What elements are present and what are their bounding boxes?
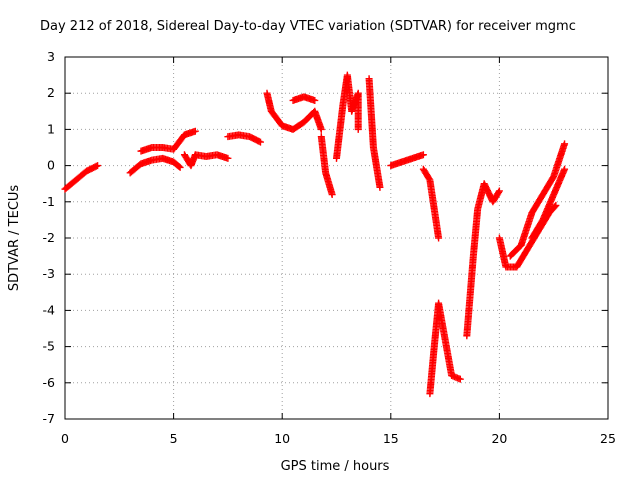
data-point [328, 191, 336, 199]
y-tick-label: -2 [43, 230, 55, 245]
data-series [61, 71, 569, 398]
data-point [495, 188, 503, 196]
y-tick-label: 2 [47, 85, 55, 100]
y-tick-label: 1 [47, 121, 55, 136]
y-tick-label: -7 [43, 411, 55, 426]
y-tick-label: -5 [43, 339, 55, 354]
data-point [552, 201, 560, 209]
y-tick-label: 3 [47, 49, 55, 64]
data-point [435, 234, 443, 242]
data-point [456, 375, 464, 383]
data-point [561, 140, 569, 148]
x-tick-label: 0 [61, 431, 69, 446]
y-axis-label: SDTVAR / TECUs [7, 185, 22, 292]
x-tick-label: 20 [491, 431, 507, 446]
data-point [94, 162, 102, 170]
data-point [176, 163, 184, 171]
x-tick-label: 10 [274, 431, 290, 446]
data-point [224, 154, 232, 162]
data-point [495, 187, 503, 195]
y-tick-label: 0 [47, 158, 55, 173]
data-point [376, 183, 384, 191]
x-axis-label: GPS time / hours [281, 459, 390, 474]
x-tick-label: 15 [383, 431, 399, 446]
data-point [551, 202, 559, 210]
data-point [191, 127, 199, 135]
y-tick-label: -6 [43, 375, 56, 390]
y-tick-label: -1 [43, 194, 55, 209]
data-point [419, 151, 427, 159]
data-point [561, 165, 569, 173]
y-tick-label: -4 [43, 302, 56, 317]
y-tick-label: -3 [43, 266, 55, 281]
data-point [175, 163, 183, 171]
chart-title: Day 212 of 2018, Sidereal Day-to-day VTE… [40, 19, 576, 34]
data-point [354, 125, 362, 133]
grid [65, 57, 608, 419]
data-point [256, 138, 264, 146]
data-point [317, 125, 325, 133]
data-point [311, 96, 319, 104]
x-tick-label: 5 [170, 431, 178, 446]
x-tick-label: 25 [600, 431, 616, 446]
